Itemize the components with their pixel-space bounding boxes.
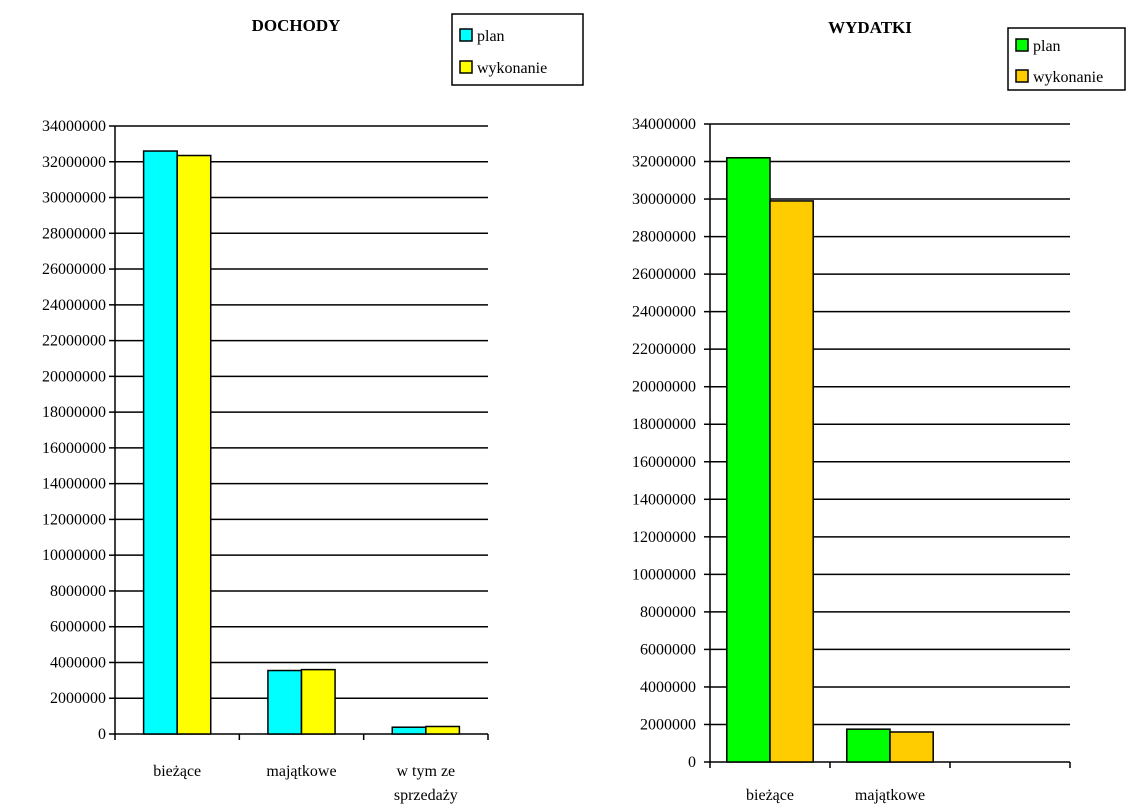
y-tick-label: 0 [688,754,696,771]
legend-swatch-wykonanie [459,60,473,74]
chart-title: DOCHODY [252,16,341,35]
legend-swatch-plan [459,28,473,42]
y-tick-label: 22000000 [42,333,106,350]
plot-area: 0 2000000 4000000 6000000 8000000 10000000 120… [42,118,489,804]
bar-plan [267,669,303,735]
x-tick-label: sprzedaży [394,787,458,804]
legend-label-plan: plan [477,28,505,45]
legend-box [451,13,584,86]
y-tick-label: 30000000 [42,190,106,207]
y-tick-label: 28000000 [632,229,696,246]
y-tick-label: 8000000 [50,583,106,600]
y-tick-label: 22000000 [632,341,696,358]
y-tick-label: 34000000 [632,116,696,133]
bar-plan [726,157,771,763]
legend-label-wykonanie: wykonanie [477,60,547,77]
x-tick-label: w tym ze [397,763,456,780]
legend-swatch-wykonanie [1015,69,1029,83]
bar-wykonanie [300,668,336,735]
x-tick-label: majątkowe [855,787,925,804]
y-tick-label: 10000000 [632,566,696,583]
legend-label-plan: plan [1033,38,1061,55]
y-tick-label: 12000000 [632,529,696,546]
y-tick-label: 14000000 [42,476,106,493]
y-tick-label: 10000000 [42,547,106,564]
y-tick-label: 4000000 [50,654,106,671]
y-tick-label: 20000000 [42,368,106,385]
y-tick-label: 24000000 [42,297,106,314]
y-tick-label: 34000000 [42,118,106,135]
y-tick-label: 8000000 [640,604,696,621]
wydatki-chart: WYDATKI plan wykonanie 0 2000000 4000000 60… [632,18,1126,804]
bar-wykonanie [769,200,814,763]
bar-wykonanie [425,725,461,735]
x-tick-label: bieżące [746,787,794,804]
y-tick-label: 6000000 [50,619,106,636]
y-tick-label: 18000000 [632,416,696,433]
y-tick-label: 28000000 [42,225,106,242]
y-tick-label: 20000000 [632,379,696,396]
y-tick-label: 12000000 [42,511,106,528]
y-tick-label: 16000000 [42,440,106,457]
y-tick-label: 24000000 [632,304,696,321]
y-tick-label: 32000000 [42,154,106,171]
chart-legend: plan wykonanie [1007,27,1126,91]
dochody-chart: DOCHODY plan wykonanie 0 2000000 4000000 60… [42,13,584,804]
y-tick-label: 18000000 [42,404,106,421]
bar-wykonanie [176,154,212,735]
legend-swatch-plan [1015,38,1029,52]
y-tick-label: 16000000 [632,454,696,471]
legend-label-wykonanie: wykonanie [1033,69,1103,86]
bar-plan [142,150,178,735]
plot-area: 0 2000000 4000000 6000000 8000000 10000000 120… [632,116,1071,804]
y-tick-label: 2000000 [640,716,696,733]
y-tick-label: 26000000 [42,261,106,278]
chart-title: WYDATKI [828,18,912,37]
y-tick-label: 26000000 [632,266,696,283]
y-tick-label: 6000000 [640,641,696,658]
bar-plan [846,728,891,763]
y-tick-label: 32000000 [632,154,696,171]
x-tick-label: bieżące [153,763,201,780]
x-tick-label: majątkowe [266,763,336,780]
y-tick-label: 30000000 [632,191,696,208]
y-tick-label: 14000000 [632,491,696,508]
bar-wykonanie [889,731,934,763]
chart-legend: plan wykonanie [451,13,584,86]
y-tick-label: 0 [98,726,106,743]
y-tick-label: 2000000 [50,690,106,707]
bar-plan [391,726,427,735]
y-tick-label: 4000000 [640,679,696,696]
